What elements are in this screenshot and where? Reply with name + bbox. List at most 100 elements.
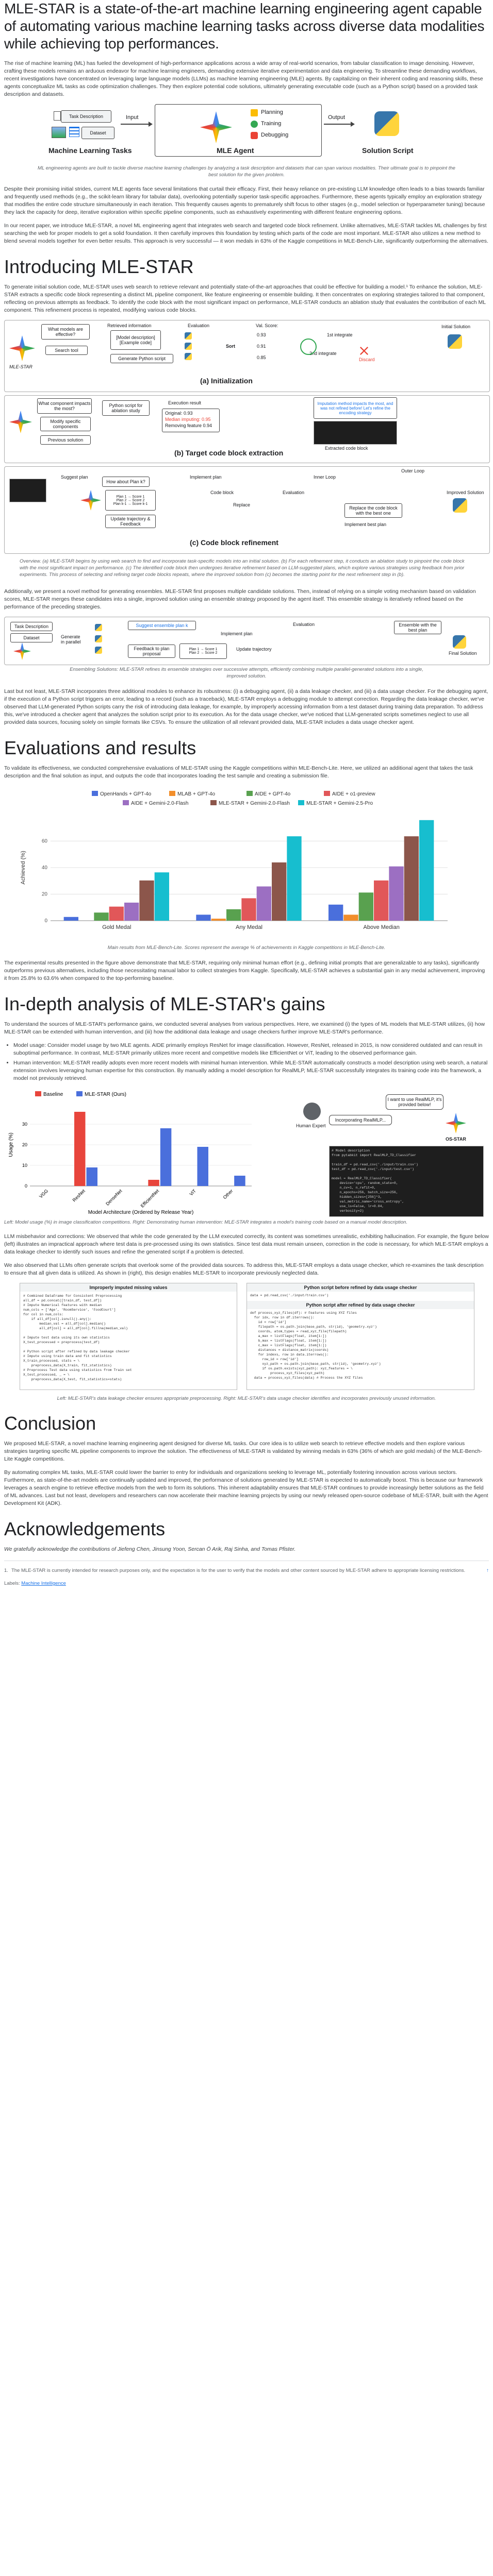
final-solution-label: Final Solution [449,651,477,656]
python-icon-a3 [185,353,192,360]
agent-label-a: MLE-STAR [9,364,32,369]
retrieved-info-box: [Model description] [Example code] [110,330,161,350]
modify-components-text: Modify specific components [50,419,81,429]
legend-swatch [92,791,98,796]
execution-result-box [162,409,220,432]
python-logo-icon [374,111,399,136]
search-tool-box: Search tool [45,346,88,355]
figure-mle-agent-overview: Task Description Dataset Input Planning … [4,104,489,185]
discard-label: Discard [359,357,375,362]
improved-solution-label: Improved Solution [447,490,484,495]
solution-script-label: Solution Script [362,146,414,155]
extracted-code-block [314,421,397,445]
legend-label: MLAB + GPT-4o [177,791,216,797]
refinement-title: (c) Code block refinement [190,538,278,547]
checker-figure: Improperly imputed missing values # Comb… [4,1283,489,1391]
integrate-2-label: 2nd integrate [309,351,337,356]
mle-agent-label: MLE Agent [217,146,254,155]
output-arrow [324,124,352,125]
legend-label: AIDE + o1-preview [332,791,375,797]
python-icon-final [453,635,466,649]
debugging-label: Debugging [261,132,289,138]
implement-best-label: Implement best plan [344,522,387,527]
back-to-top-icon[interactable]: ↑ [486,1568,489,1573]
realmlp-bubble: I want to use RealMLP, it's provided bel… [386,1094,443,1110]
evaluation-label-a: Evaluation [188,323,210,328]
task-description-label: Task Description [69,114,104,119]
code-block-label: Code block [210,490,234,495]
legend-label: MLE-STAR + Gemini-2.0-Flash [219,801,290,806]
python-icon-a2 [185,343,192,350]
model-desc-text: [Model description] [116,335,155,340]
python-icon-a1 [185,332,192,340]
score-1: 0.93 [257,332,266,337]
evaluations-paragraph-1: To validate its effectiveness, we conduc… [4,765,473,779]
dataset-text-e: Dataset [23,635,40,640]
usage-code-before: data = pd.read_csv('./input/train.csv') [247,1292,474,1301]
image-icon [52,127,66,138]
question-models-text: What models are effective? [47,327,84,337]
label-link-machine-intelligence[interactable]: Machine Intelligence [21,1581,66,1586]
section-heading-analysis: In-depth analysis of MLE-STAR's gains [4,993,325,1014]
debugging-icon [251,132,258,139]
section-heading-introducing: Introducing MLE-STAR [4,256,194,277]
y-tick-label: 0 [44,918,47,924]
generate-parallel-label: Generate in parallel [61,634,81,645]
suggest-plan-label: Suggest plan [61,474,88,480]
evaluations-paragraph-2: The experimental results presented in th… [4,960,485,981]
checker-caption: Left: MLE-STAR's data leakage checker en… [57,1396,436,1401]
legend-baseline: Baseline [43,1092,63,1097]
os-star-icon [446,1113,466,1133]
refinement-panel [4,466,490,554]
plans-text-e: Plan 1 → Score 1 Plan 2 → Score 2 [189,648,218,655]
blog-page: MLE-STAR is a state-of-the-art machine l… [4,0,490,1591]
feedback-box: Feedback to plan proposal [128,645,175,658]
bar [256,886,271,921]
bar [196,914,211,921]
bar [154,872,169,921]
question-models-box: What models are effective? [41,324,90,340]
update-trajectory-box: Update trajectory & Feedback [105,515,156,528]
initial-solution-label: Initial Solution [441,324,471,329]
y-tick-label: 60 [42,839,48,844]
main-results-caption: Main results from MLE-Bench-Lite. Scores… [107,945,386,951]
bar [328,904,343,921]
implement-label-e: Implement plan [221,631,253,636]
x-tick-label: Any Medal [236,924,262,930]
conclusion-paragraph-2: By automating complex ML tasks, MLE-STAR… [4,1469,488,1506]
y-tick-label: 10 [22,1163,27,1168]
figure1-caption: ML engineering agents are built to tackl… [38,165,455,178]
os-star-label: OS-STAR [446,1137,466,1142]
feedback-text: Feedback to plan proposal [134,646,170,656]
bar [109,906,124,921]
evaluation-label-e: Evaluation [293,622,315,627]
robustness-paragraph: Last but not least, MLE-STAR incorporate… [4,688,488,725]
integrate-1-label: 1st integrate [327,332,353,337]
main-results-chart: OpenHands + GPT-4o MLAB + GPT-4o AIDE + GP… [4,786,489,940]
python-icon-e1 [95,624,102,631]
labels-row: Labels: Machine Intelligence [4,1581,489,1586]
x-tick-label: ResNet [72,1188,87,1203]
x-axis-label: Model Architecture (Ordered by Release Y… [88,1210,194,1215]
retrieved-info-label: Retrieved information [107,323,152,328]
replace-best-text: Replace the code block with the best one [349,505,398,516]
previous-solution-box: Previous solution [40,435,91,445]
how-about-text: How about Plan k? [106,479,145,484]
human-expert-icon [303,1103,321,1120]
hero-title: MLE-STAR is a state-of-the-art machine l… [4,1,485,52]
y-tick-label: 0 [25,1183,27,1189]
legend-swatch [298,800,304,805]
document-icon [54,111,61,121]
python-icon-improved [453,498,467,513]
example-code-text: [Example code] [119,340,152,345]
legend-swatch-ours [76,1091,83,1096]
inner-loop-label: Inner Loop [314,474,336,480]
x-tick-label: DenseNet [105,1188,123,1207]
result-original: Original: 0.93 [165,411,193,416]
footnote-text: The MLE-STAR is currently intended for r… [11,1568,466,1573]
bar [211,919,226,921]
bullet-model-usage: Model usage: Consider model usage by two… [13,1042,489,1057]
python-icon-e3 [95,647,102,654]
legend-swatch [123,800,129,805]
ensemble-panel [4,617,490,665]
